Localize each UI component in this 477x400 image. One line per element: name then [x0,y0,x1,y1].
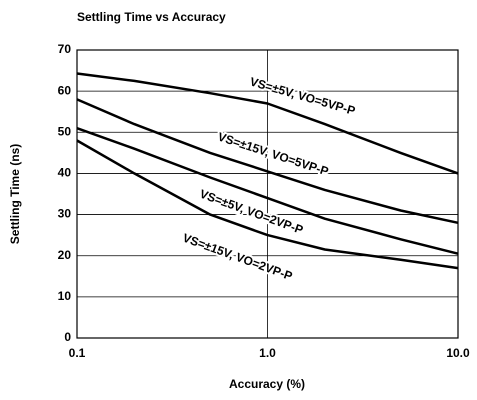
x-tick-label: 1.0 [259,346,276,360]
y-tick-label: 40 [58,166,72,180]
y-tick-label: 50 [58,124,72,138]
y-tick-label: 30 [58,207,72,221]
y-tick-label: 20 [58,248,72,262]
x-axis-title: Accuracy (%) [229,377,305,391]
y-tick-label: 60 [58,83,72,97]
y-tick-label: 10 [58,289,72,303]
series-label: VS=±15V, VO=5VP-P [216,130,330,179]
series-line [76,72,459,175]
x-tick-label: 0.1 [69,346,86,360]
plot-frame [76,49,459,339]
series-line [76,139,459,270]
y-tick-label: 0 [64,330,71,344]
series-label: VS=±5V, VO=5VP-P [248,74,357,117]
series-line [76,98,459,225]
x-tick-label: 10.0 [446,346,470,360]
y-axis-title: Settling Time (ns) [8,144,22,244]
y-tick-label: 70 [58,42,72,56]
series-line [76,127,459,255]
chart-title: Settling Time vs Accuracy [77,10,226,24]
